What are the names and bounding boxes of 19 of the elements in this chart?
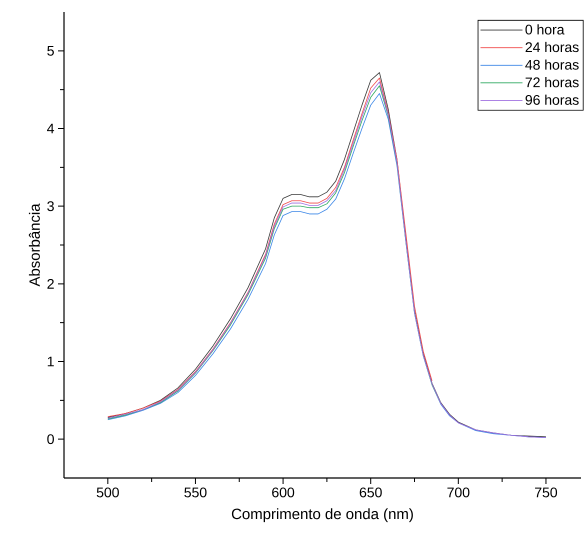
- legend-label: 72 horas: [526, 77, 579, 88]
- y-tick-label: 0: [47, 434, 54, 444]
- x-tick-label: 550: [184, 487, 207, 498]
- x-tick-label: 700: [447, 487, 470, 498]
- y-tick-label: 5: [47, 46, 54, 56]
- y-tick-label: 2: [47, 278, 54, 289]
- legend-label: 48 horas: [525, 59, 579, 70]
- x-axis-title: Comprimento de onda (nm): [232, 508, 413, 522]
- legend-label: 96 horas: [526, 94, 579, 105]
- legend-label: 0 hora: [525, 24, 564, 35]
- x-tick-label: 750: [535, 487, 558, 498]
- x-tick-label: 650: [360, 487, 382, 498]
- legend-label: 24 horas: [526, 42, 579, 52]
- x-tick-label: 500: [96, 487, 119, 498]
- x-tick-label: 600: [272, 487, 294, 498]
- y-tick-label: 4: [47, 124, 54, 134]
- y-tick-label: 3: [47, 201, 54, 212]
- y-tick-label: 1: [48, 356, 54, 366]
- y-axis-title: Absorbância: [28, 203, 40, 286]
